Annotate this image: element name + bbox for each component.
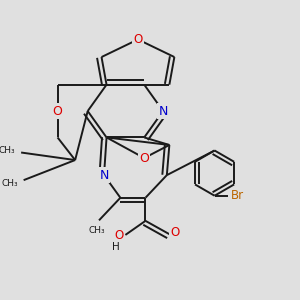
Text: CH₃: CH₃ xyxy=(88,226,105,235)
Text: O: O xyxy=(115,229,124,242)
Text: O: O xyxy=(52,105,62,118)
Text: N: N xyxy=(99,169,109,182)
Text: CH₃: CH₃ xyxy=(2,179,18,188)
Text: Br: Br xyxy=(231,189,244,202)
Text: H: H xyxy=(112,242,120,252)
Text: CH₃: CH₃ xyxy=(0,146,16,154)
Text: O: O xyxy=(170,226,179,239)
Text: O: O xyxy=(133,33,142,46)
Text: N: N xyxy=(158,105,168,118)
Text: O: O xyxy=(139,152,149,164)
